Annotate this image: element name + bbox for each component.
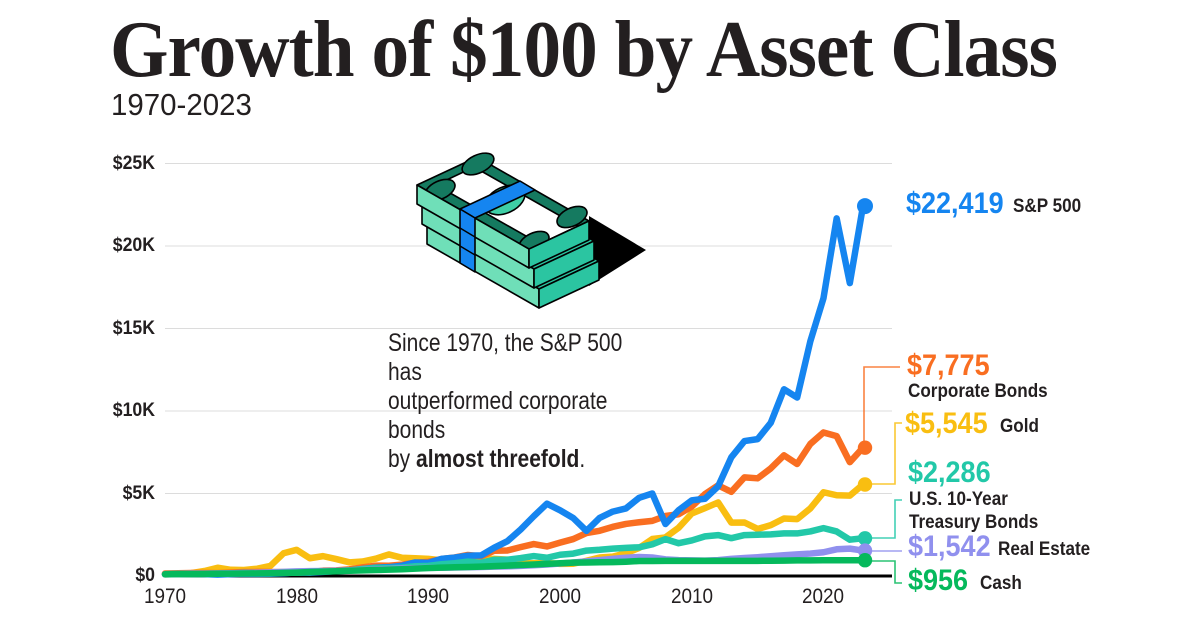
series-name-treasury-bonds-line2: Treasury Bonds — [909, 512, 1039, 533]
y-axis-tick-label: $0 — [135, 565, 155, 586]
annotation-line-3: by almost threefold. — [388, 445, 640, 474]
x-axis-tick-label: 2020 — [802, 585, 845, 608]
y-axis-tick-label: $25K — [112, 152, 155, 174]
y-axis-tick-label: $20K — [112, 235, 155, 256]
series-value-cash: $956 — [908, 564, 969, 597]
chart-annotation: Since 1970, the S&P 500 has outperformed… — [388, 329, 640, 474]
series-name-corporate-bonds: Corporate Bonds — [908, 381, 1048, 402]
series-end-dot — [857, 198, 873, 215]
page-title: Growth of $100 by Asset Class — [110, 6, 1058, 94]
series-name-gold: Gold — [1000, 416, 1039, 437]
series-value-gold: $5,545 — [905, 407, 988, 440]
x-axis-tick-label: 1990 — [407, 585, 450, 608]
x-axis-tick-label: 1970 — [143, 585, 187, 608]
series-value-sp500: $22,419 — [906, 187, 1004, 220]
series-value-real-estate: $1,542 — [908, 530, 991, 563]
series-end-dot — [857, 553, 873, 568]
x-axis-tick-label: 2010 — [670, 585, 713, 608]
annotation-line-1: Since 1970, the S&P 500 has — [388, 329, 623, 386]
series-end-dot — [857, 531, 873, 546]
series-name-sp500: S&P 500 — [1013, 196, 1082, 217]
series-value-corporate-bonds: $7,775 — [907, 349, 990, 382]
annotation-line-3-post: . — [579, 445, 586, 473]
x-axis-tick-label: 2000 — [539, 585, 582, 608]
series-name-real-estate: Real Estate — [998, 539, 1091, 560]
series-value-treasury-bonds: $2,286 — [908, 456, 991, 489]
label-leader-line — [866, 560, 902, 584]
series-end-dot — [857, 477, 873, 492]
page-subtitle: 1970-2023 — [111, 87, 252, 122]
series-name-treasury-bonds-line1: U.S. 10-Year — [909, 489, 1008, 510]
series-name-cash: Cash — [980, 573, 1022, 594]
label-leader-line — [866, 499, 902, 539]
series-end-dot — [857, 440, 873, 455]
y-axis-tick-label: $5K — [122, 482, 155, 504]
annotation-line-2: outperformed corporate bonds — [388, 387, 608, 444]
annotation-line-3-pre: by — [388, 445, 417, 473]
label-leader-line — [866, 422, 902, 485]
y-axis-tick-label: $15K — [112, 317, 155, 339]
x-axis-tick-label: 1980 — [275, 585, 318, 608]
annotation-line-3-emphasis: almost threefold — [416, 445, 580, 473]
shadow-triangle-icon — [589, 216, 646, 286]
label-leader-line — [863, 366, 900, 447]
series-line — [161, 556, 867, 578]
y-axis-tick-label: $10K — [112, 400, 155, 421]
